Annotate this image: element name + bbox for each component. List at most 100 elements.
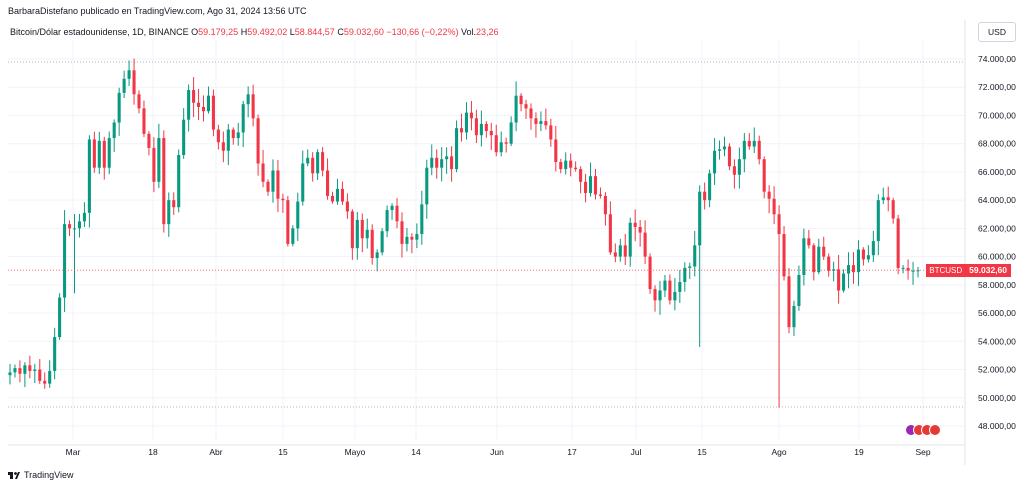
candle-body-up[interactable] bbox=[846, 265, 851, 274]
candle-body-down[interactable] bbox=[851, 265, 856, 273]
candle-body-down[interactable] bbox=[891, 200, 895, 219]
candle-body-down[interactable] bbox=[345, 201, 349, 212]
candle-body-down[interactable] bbox=[569, 160, 573, 168]
candle-body-up[interactable] bbox=[385, 210, 389, 232]
candle-body-down[interactable] bbox=[653, 289, 657, 301]
candle-body-down[interactable] bbox=[152, 147, 156, 182]
candle-body-down[interactable] bbox=[777, 214, 781, 235]
candle-body-up[interactable] bbox=[420, 204, 424, 235]
candle-body-down[interactable] bbox=[613, 252, 617, 257]
candle-body-up[interactable] bbox=[737, 159, 741, 175]
candle-body-down[interactable] bbox=[732, 166, 736, 175]
events-markers[interactable] bbox=[905, 424, 941, 436]
candle-body-up[interactable] bbox=[306, 157, 310, 164]
candle-body-down[interactable] bbox=[410, 236, 414, 240]
footer-brand[interactable]: TradingView bbox=[8, 469, 74, 481]
candle-body-up[interactable] bbox=[499, 142, 503, 153]
candle-body-up[interactable] bbox=[539, 121, 543, 124]
candle-body-down[interactable] bbox=[281, 198, 285, 201]
candle-body-down[interactable] bbox=[43, 380, 47, 384]
candle-body-down[interactable] bbox=[469, 112, 473, 119]
candle-body-up[interactable] bbox=[48, 370, 52, 384]
candle-body-down[interactable] bbox=[648, 256, 652, 290]
candle-body-up[interactable] bbox=[455, 128, 459, 170]
candle-body-up[interactable] bbox=[127, 70, 131, 79]
candle-body-down[interactable] bbox=[896, 218, 900, 268]
candle-body-down[interactable] bbox=[28, 365, 32, 371]
candle-body-up[interactable] bbox=[445, 156, 449, 160]
candle-body-down[interactable] bbox=[584, 181, 588, 194]
candle-body-down[interactable] bbox=[251, 94, 255, 119]
candle-body-up[interactable] bbox=[708, 173, 712, 201]
candle-body-down[interactable] bbox=[633, 222, 637, 227]
candle-body-up[interactable] bbox=[226, 129, 230, 151]
candle-body-up[interactable] bbox=[856, 249, 860, 273]
candle-body-up[interactable] bbox=[464, 112, 469, 133]
candle-body-down[interactable] bbox=[350, 211, 354, 249]
candle-body-down[interactable] bbox=[757, 140, 761, 160]
candle-body-up[interactable] bbox=[365, 229, 369, 239]
candle-body-down[interactable] bbox=[147, 133, 151, 148]
candle-body-down[interactable] bbox=[703, 191, 707, 201]
candle-body-up[interactable] bbox=[564, 160, 568, 170]
candle-body-down[interactable] bbox=[330, 195, 335, 202]
candle-body-down[interactable] bbox=[256, 118, 260, 164]
candle-body-down[interactable] bbox=[812, 245, 816, 273]
candle-body-down[interactable] bbox=[261, 163, 265, 182]
candle-body-down[interactable] bbox=[132, 70, 136, 95]
candle-body-up[interactable] bbox=[842, 273, 846, 291]
candle-body-up[interactable] bbox=[479, 123, 483, 136]
candle-body-down[interactable] bbox=[519, 95, 523, 105]
candle-body-down[interactable] bbox=[102, 140, 106, 168]
candle-body-down[interactable] bbox=[574, 167, 578, 170]
candle-body-down[interactable] bbox=[787, 276, 791, 328]
candle-body-down[interactable] bbox=[837, 269, 841, 291]
candle-body-down[interactable] bbox=[559, 162, 563, 170]
candle-body-up[interactable] bbox=[291, 228, 295, 244]
candle-body-up[interactable] bbox=[301, 163, 305, 202]
candle-body-up[interactable] bbox=[509, 122, 513, 144]
candle-body-up[interactable] bbox=[683, 267, 687, 283]
candle-body-down[interactable] bbox=[608, 214, 612, 253]
candle-body-down[interactable] bbox=[276, 170, 280, 199]
candle-body-down[interactable] bbox=[727, 146, 731, 167]
candle-body-up[interactable] bbox=[58, 297, 62, 338]
candle-body-up[interactable] bbox=[33, 369, 37, 371]
candle-body-up[interactable] bbox=[628, 222, 632, 257]
candle-body-down[interactable] bbox=[504, 142, 508, 144]
candle-body-down[interactable] bbox=[623, 245, 627, 257]
candle-body-up[interactable] bbox=[355, 219, 359, 249]
candle-body-down[interactable] bbox=[603, 195, 607, 215]
candle-body-down[interactable] bbox=[68, 224, 72, 229]
candle-body-down[interactable] bbox=[668, 280, 672, 301]
candle-body-down[interactable] bbox=[579, 169, 583, 182]
candle-body-up[interactable] bbox=[817, 246, 821, 273]
candle-body-up[interactable] bbox=[415, 234, 419, 240]
candle-body-up[interactable] bbox=[117, 92, 121, 123]
candle-body-down[interactable] bbox=[321, 152, 325, 171]
candle-body-up[interactable] bbox=[797, 274, 801, 307]
candle-body-down[interactable] bbox=[18, 368, 22, 374]
candle-body-down[interactable] bbox=[370, 229, 374, 259]
candle-body-up[interactable] bbox=[698, 191, 702, 246]
candle-body-down[interactable] bbox=[886, 197, 890, 201]
candle-body-down[interactable] bbox=[286, 200, 290, 244]
candle-body-down[interactable] bbox=[221, 142, 225, 151]
candle-body-down[interactable] bbox=[643, 232, 647, 257]
candle-body-up[interactable] bbox=[717, 149, 722, 151]
candle-body-up[interactable] bbox=[514, 95, 518, 123]
candle-body-up[interactable] bbox=[658, 290, 662, 301]
candle-body-down[interactable] bbox=[172, 200, 176, 208]
candle-body-up[interactable] bbox=[13, 368, 17, 373]
candle-body-up[interactable] bbox=[87, 139, 91, 213]
candle-body-up[interactable] bbox=[157, 138, 161, 182]
candle-body-up[interactable] bbox=[911, 270, 915, 272]
candle-body-up[interactable] bbox=[693, 245, 697, 267]
candle-body-up[interactable] bbox=[296, 201, 300, 229]
candle-body-up[interactable] bbox=[802, 238, 806, 275]
candle-body-up[interactable] bbox=[23, 365, 27, 374]
candle-body-down[interactable] bbox=[489, 130, 493, 136]
candle-body-up[interactable] bbox=[871, 241, 875, 256]
candle-body-down[interactable] bbox=[400, 221, 404, 244]
